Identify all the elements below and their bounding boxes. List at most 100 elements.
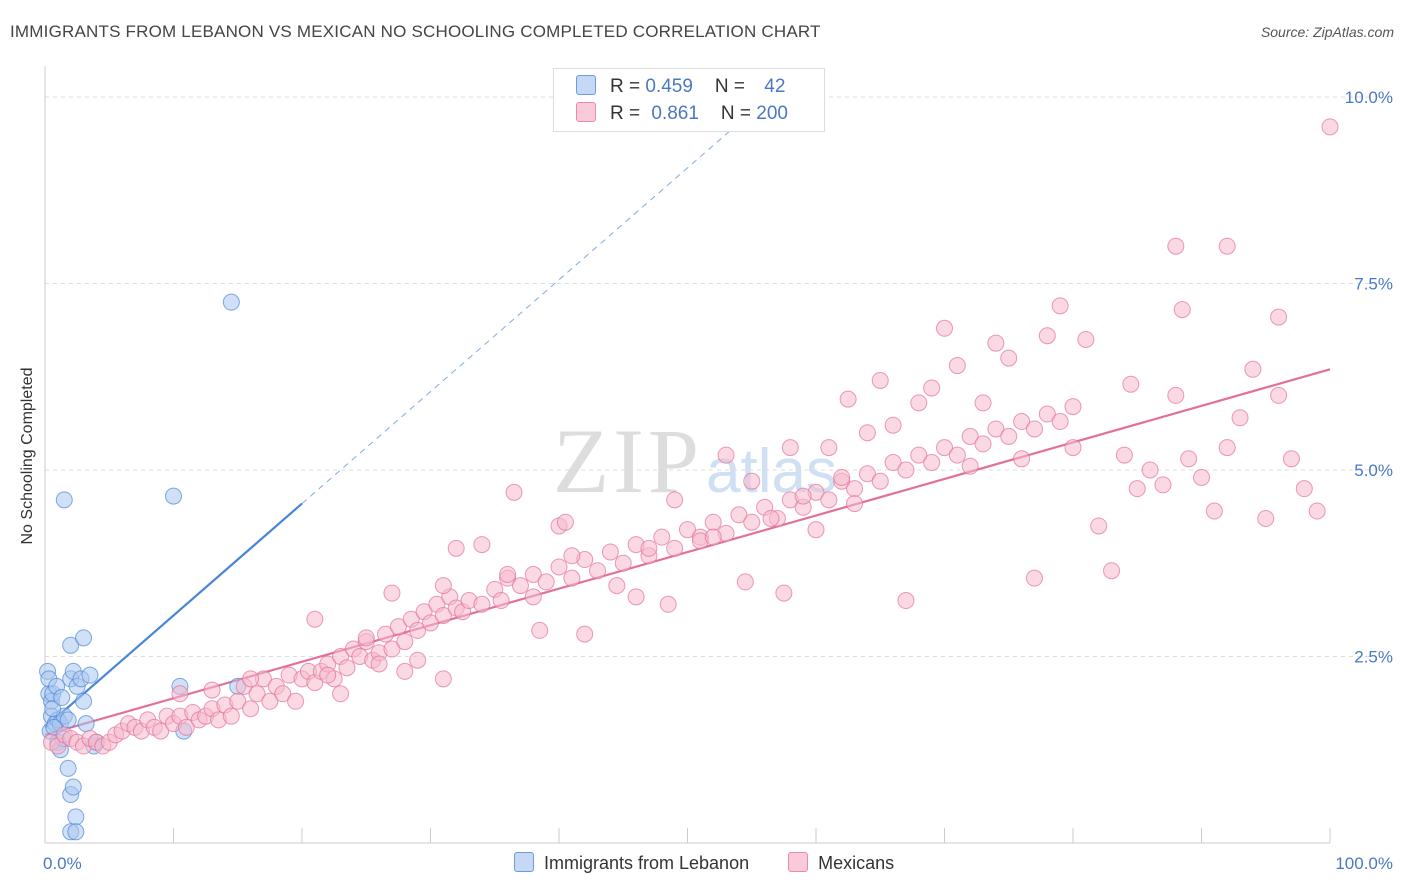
data-point: [762, 509, 780, 527]
data-point: [152, 722, 170, 740]
data-point: [743, 472, 761, 490]
data-point: [820, 439, 838, 457]
chart-title: IMMIGRANTS FROM LEBANON VS MEXICAN NO SC…: [10, 22, 821, 41]
data-point: [871, 371, 889, 389]
data-point: [923, 454, 941, 472]
data-point: [1270, 308, 1288, 326]
data-point: [77, 715, 95, 733]
legend-item-lebanon: Immigrants from Lebanon: [514, 852, 749, 874]
tick-labels: 2.5% 5.0% 7.5% 10.0% 0.0% 100.0%: [43, 88, 1393, 873]
n-label: N =: [720, 103, 757, 124]
data-point: [1205, 502, 1223, 520]
data-point: [948, 357, 966, 375]
data-point: [409, 621, 427, 639]
data-point: [1193, 468, 1210, 486]
r-label: R =: [610, 76, 646, 97]
data-point: [717, 446, 735, 464]
data-point: [1000, 349, 1018, 367]
data-point: [81, 666, 99, 684]
y-tick-label: 2.5%: [1354, 648, 1393, 667]
data-point: [1167, 237, 1185, 255]
data-point: [961, 427, 979, 445]
data-point: [974, 394, 992, 412]
data-point: [743, 513, 761, 531]
data-point: [531, 621, 549, 639]
n-value: 200: [756, 103, 788, 124]
legend-item-mexicans: Mexicans: [788, 852, 894, 874]
data-point: [524, 588, 542, 606]
data-point: [1270, 386, 1288, 404]
source-label: Source: ZipAtlas.com: [1260, 24, 1394, 40]
series-1-points: [42, 118, 1339, 755]
data-point: [505, 483, 523, 501]
data-point: [627, 588, 645, 606]
data-point: [242, 670, 260, 688]
data-point: [936, 439, 953, 457]
data-point: [64, 778, 82, 796]
x-tick-label: 0.0%: [43, 854, 82, 873]
x-tick-label: 100.0%: [1335, 854, 1393, 873]
data-point: [389, 618, 407, 636]
data-point: [1013, 450, 1031, 468]
data-point: [846, 480, 864, 498]
y-tick-label: 5.0%: [1354, 461, 1393, 480]
data-point: [1013, 413, 1031, 431]
data-point: [306, 610, 324, 628]
data-point: [1257, 509, 1275, 527]
data-point: [55, 491, 73, 509]
data-point: [948, 446, 966, 464]
data-point: [422, 614, 439, 632]
r-value: 0.861: [651, 103, 699, 124]
data-point: [704, 528, 722, 546]
data-point: [601, 543, 619, 561]
mexicans-swatch: [576, 102, 596, 122]
data-point: [383, 584, 401, 602]
data-point: [781, 439, 799, 457]
data-point: [499, 565, 517, 583]
data-point: [53, 689, 71, 707]
data-point: [62, 636, 80, 654]
data-point: [75, 629, 93, 647]
data-point: [833, 468, 851, 486]
data-point: [287, 692, 305, 710]
stats-legend: R = 0.459 N = 42 R = 0.861 N = 200: [553, 68, 825, 132]
data-point: [338, 659, 356, 677]
data-point: [319, 666, 337, 684]
data-point: [1128, 480, 1146, 498]
data-point: [556, 513, 574, 531]
data-point: [807, 521, 825, 539]
data-point: [846, 495, 864, 513]
data-point: [1090, 517, 1108, 535]
y-tick-label: 10.0%: [1345, 88, 1393, 107]
data-point: [730, 506, 748, 524]
data-point: [987, 420, 1005, 438]
data-point: [820, 491, 838, 509]
data-point: [59, 711, 77, 729]
data-point: [165, 487, 182, 505]
data-point: [261, 692, 279, 710]
data-point: [775, 584, 793, 602]
data-point: [1231, 409, 1249, 427]
stats-row-mexicans: R = 0.861 N = 200: [576, 102, 788, 126]
data-point: [923, 379, 941, 397]
trend-extension-0: [301, 111, 753, 504]
data-point: [332, 685, 350, 703]
data-point: [1218, 237, 1236, 255]
data-point: [177, 718, 195, 736]
data-point: [608, 577, 626, 595]
data-point: [884, 416, 902, 434]
data-point: [59, 759, 77, 777]
data-point: [67, 823, 85, 841]
data-point: [839, 390, 857, 408]
data-point: [396, 633, 414, 651]
data-point: [67, 808, 85, 826]
data-point: [961, 457, 979, 475]
data-point: [936, 319, 953, 337]
mexicans-swatch: [788, 852, 809, 872]
data-point: [858, 465, 876, 483]
data-point: [614, 554, 632, 572]
data-point: [679, 521, 696, 539]
data-point: [1308, 502, 1326, 520]
data-point: [910, 446, 928, 464]
data-point: [1103, 562, 1121, 580]
